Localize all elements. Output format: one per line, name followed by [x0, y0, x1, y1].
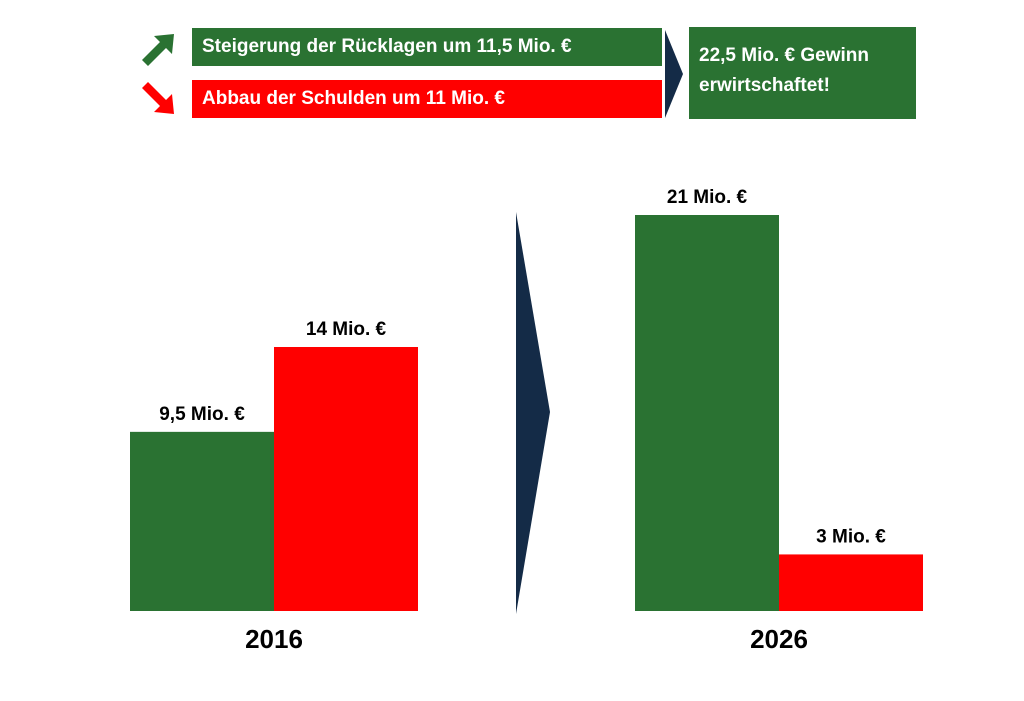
bar-2026-series-1 [635, 215, 779, 611]
data-label-2016-series-1: 9,5 Mio. € [159, 404, 245, 425]
decrease-banner-text: Abbau der Schulden um 11 Mio. € [202, 88, 505, 109]
chevron-right-icon [516, 212, 550, 614]
bar-2026-series-2 [779, 554, 923, 611]
data-label-2016-series-2: 14 Mio. € [306, 319, 387, 340]
increase-banner: Steigerung der Rücklagen um 11,5 Mio. € [192, 28, 662, 66]
decrease-banner: Abbau der Schulden um 11 Mio. € [192, 80, 662, 118]
category-label-2026: 2026 [750, 624, 808, 654]
bar-2016-series-1 [130, 431, 274, 611]
data-label-2026-series-2: 3 Mio. € [816, 526, 886, 547]
arrow-down-right-icon [138, 78, 178, 123]
bar-2016-series-2 [274, 347, 418, 611]
result-box: 22,5 Mio. € Gewinn erwirtschaftet! [689, 27, 916, 119]
result-line-1: 22,5 Mio. € Gewinn [699, 45, 869, 66]
category-label-2016: 2016 [245, 624, 303, 654]
result-line-2: erwirtschaftet! [699, 75, 830, 96]
data-label-2026-series-1: 21 Mio. € [667, 187, 748, 208]
arrow-up-right-icon [138, 30, 178, 75]
increase-banner-text: Steigerung der Rücklagen um 11,5 Mio. € [202, 36, 572, 57]
chevron-right-icon [665, 30, 685, 123]
